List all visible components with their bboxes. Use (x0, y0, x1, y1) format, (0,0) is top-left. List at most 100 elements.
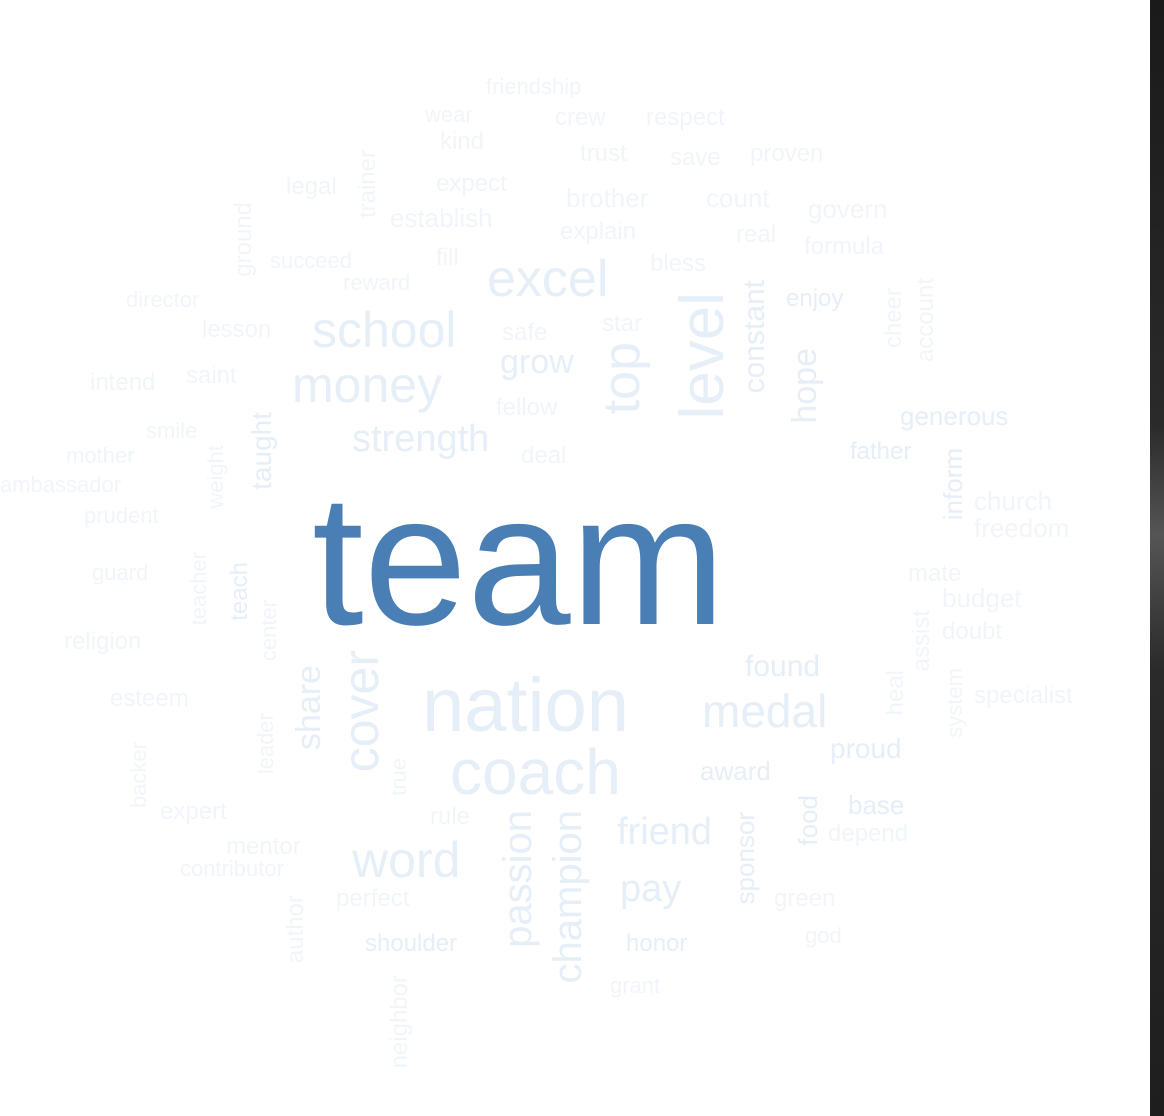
word-grant: grant (610, 973, 661, 998)
word-pay: pay (620, 868, 682, 910)
word-cover: cover (333, 650, 389, 773)
word-teacher: teacher (186, 552, 211, 626)
word-freedom: freedom (974, 513, 1070, 543)
word-account: account (912, 278, 939, 363)
word-rule: rule (430, 803, 471, 830)
word-smile: smile (146, 418, 198, 443)
word-sponsor: sponsor (730, 812, 760, 905)
word-budget: budget (942, 583, 1022, 613)
word-shoulder: shoulder (365, 930, 458, 957)
word-cheer: cheer (880, 288, 907, 349)
word-brother: brother (566, 183, 649, 213)
word-green: green (774, 885, 836, 912)
word-expect: expect (436, 170, 507, 197)
word-food: food (793, 795, 823, 846)
word-mate: mate (908, 560, 962, 587)
word-specialist: specialist (974, 682, 1073, 709)
word-backer: backer (126, 742, 151, 809)
word-depend: depend (828, 820, 909, 847)
word-medal: medal (702, 685, 828, 737)
word-esteem: esteem (110, 685, 189, 712)
word-formula: formula (804, 233, 885, 260)
word-trust: trust (580, 140, 627, 167)
word-respect: respect (646, 104, 725, 131)
word-kind: kind (440, 128, 485, 155)
word-perfect: perfect (336, 885, 410, 912)
word-true: true (386, 758, 411, 796)
word-assist: assist (908, 610, 935, 672)
word-explain: explain (560, 218, 637, 245)
word-passion: passion (496, 810, 540, 948)
word-mother: mother (66, 443, 135, 468)
word-save: save (670, 144, 721, 171)
word-money: money (292, 357, 443, 413)
word-team: team (312, 457, 726, 664)
word-enjoy: enjoy (786, 285, 844, 312)
word-inform: inform (938, 448, 968, 521)
word-hope: hope (786, 348, 824, 424)
word-heal: heal (882, 670, 909, 716)
word-leader: leader (253, 713, 278, 775)
word-system: system (942, 668, 967, 738)
word-bless: bless (650, 250, 707, 277)
word-word: word (352, 832, 461, 888)
word-trainer: trainer (354, 150, 381, 219)
word-doubt: doubt (942, 618, 1003, 645)
word-award: award (700, 756, 771, 786)
word-strength: strength (352, 418, 490, 460)
word-safe: safe (502, 319, 548, 346)
word-mentor: mentor (226, 833, 301, 860)
word-excel: excel (487, 250, 609, 308)
word-ground: ground (230, 202, 257, 277)
word-grow: grow (500, 343, 574, 381)
word-religion: religion (64, 628, 142, 655)
word-generous: generous (900, 401, 1009, 431)
word-intend: intend (90, 369, 156, 396)
word-crew: crew (555, 104, 606, 131)
word-school: school (312, 302, 457, 358)
word-proven: proven (750, 140, 824, 167)
word-god: god (805, 923, 842, 948)
word-father: father (850, 438, 912, 465)
word-coach: coach (450, 736, 621, 808)
word-expert: expert (160, 798, 227, 825)
word-constant: constant (738, 280, 771, 394)
word-center: center (256, 600, 281, 662)
word-contributor: contributor (180, 856, 284, 881)
word-deal: deal (521, 442, 567, 469)
word-top: top (593, 342, 651, 415)
word-wear: wear (425, 102, 473, 127)
window-edge (1150, 0, 1164, 1116)
word-establish: establish (390, 203, 493, 233)
word-director: director (126, 287, 200, 312)
word-proud: proud (830, 733, 902, 764)
word-fellow: fellow (496, 394, 558, 421)
word-church: church (974, 486, 1053, 516)
word-champion: champion (546, 810, 590, 984)
word-teach: teach (226, 562, 253, 621)
word-reward: reward (343, 270, 411, 295)
word-govern: govern (808, 194, 888, 224)
word-lesson: lesson (202, 316, 272, 343)
word-star: star (602, 310, 643, 337)
word-found: found (745, 650, 821, 683)
word-succeed: succeed (270, 248, 352, 273)
word-neighbor: neighbor (386, 975, 413, 1069)
word-author: author (282, 895, 309, 964)
word-weight: weight (203, 445, 228, 509)
word-nation: nation (422, 663, 630, 748)
word-saint: saint (186, 362, 237, 389)
word-legal: legal (286, 173, 337, 200)
word-real: real (736, 221, 777, 248)
word-guard: guard (92, 560, 149, 585)
word-ambassador: ambassador (0, 472, 122, 497)
word-friend: friend (617, 811, 713, 853)
word-share: share (290, 665, 328, 751)
word-taught: taught (246, 412, 277, 490)
word-friendship: friendship (486, 74, 582, 99)
word-count: count (706, 183, 770, 213)
word-prudent: prudent (84, 503, 159, 528)
word-honor: honor (626, 930, 688, 957)
